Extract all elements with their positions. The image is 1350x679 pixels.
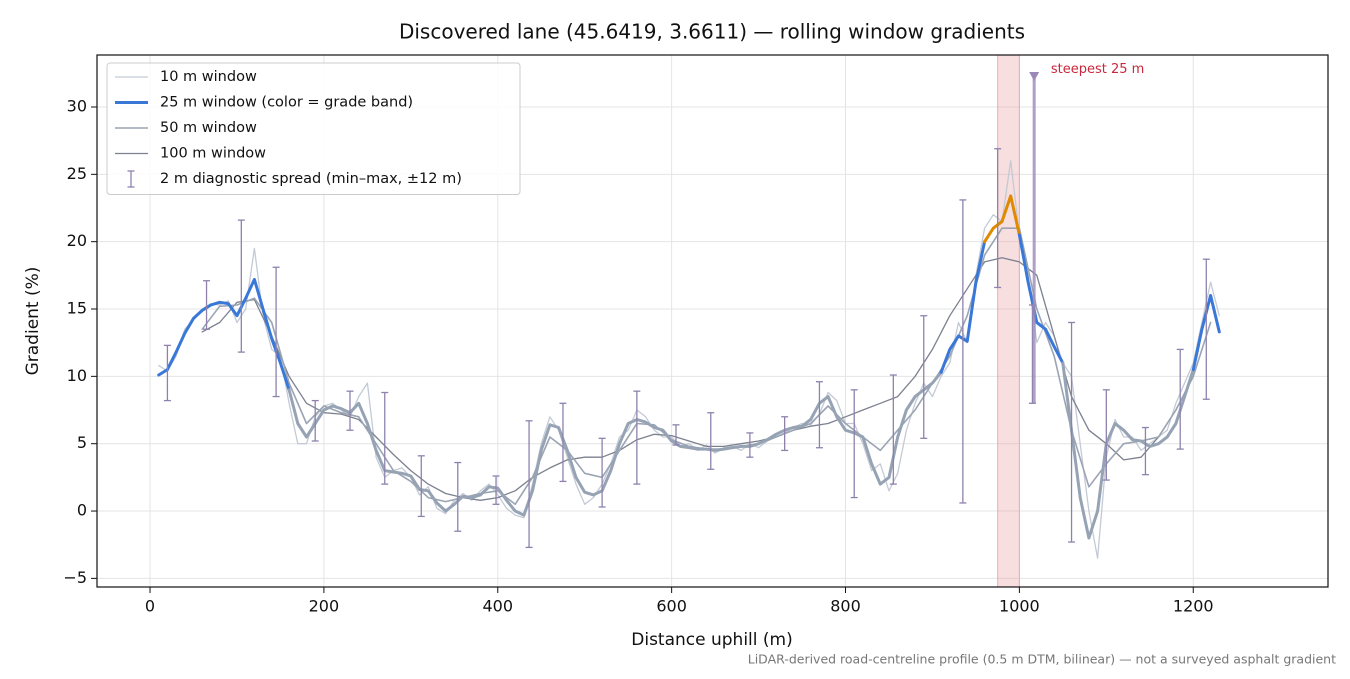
steepest-marker — [1029, 72, 1040, 82]
plot-frame — [96, 54, 1329, 588]
x-tick-label: 400 — [482, 597, 513, 616]
series-line — [1061, 361, 1195, 540]
y-tick-label: 0 — [77, 501, 87, 520]
legend-label: 50 m window — [160, 120, 257, 136]
y-tick-label: −5 — [63, 568, 87, 587]
x-tick-label: 1000 — [999, 597, 1040, 616]
y-tick-label: 5 — [77, 433, 87, 452]
y-tick-label: 20 — [67, 231, 87, 250]
x-tick-label: 200 — [309, 597, 340, 616]
y-tick-label: 10 — [67, 366, 87, 385]
annotation: steepest 25 m — [1051, 62, 1144, 77]
plot-area — [157, 55, 1221, 587]
y-tick-label: 25 — [67, 164, 87, 183]
y-tick-label: 30 — [67, 96, 87, 115]
x-tick-label: 1200 — [1173, 597, 1214, 616]
legend-box — [106, 62, 521, 195]
legend-label: 25 m window (color = grade band) — [160, 95, 413, 111]
series-line — [287, 370, 943, 517]
y-tick-label: 15 — [67, 299, 87, 318]
legend-label: 100 m window — [160, 146, 266, 162]
series-line — [1017, 233, 1065, 365]
footnote: LiDAR-derived road-centreline profile (0… — [748, 652, 1336, 667]
y-axis-label: Gradient (%) — [23, 267, 43, 376]
chart-title: Discovered lane (45.6419, 3.6611) — roll… — [399, 20, 1025, 44]
series-line — [157, 277, 291, 392]
x-tick-label: 600 — [656, 597, 687, 616]
x-tick-label: 0 — [145, 597, 155, 616]
series-line — [983, 194, 1021, 244]
steepest-band — [997, 55, 1020, 587]
legend-label: 2 m diagnostic spread (min–max, ±12 m) — [160, 171, 462, 187]
x-tick-label: 800 — [830, 597, 861, 616]
legend-label: 10 m window — [160, 69, 257, 85]
x-axis-label: Distance uphill (m) — [631, 630, 792, 650]
